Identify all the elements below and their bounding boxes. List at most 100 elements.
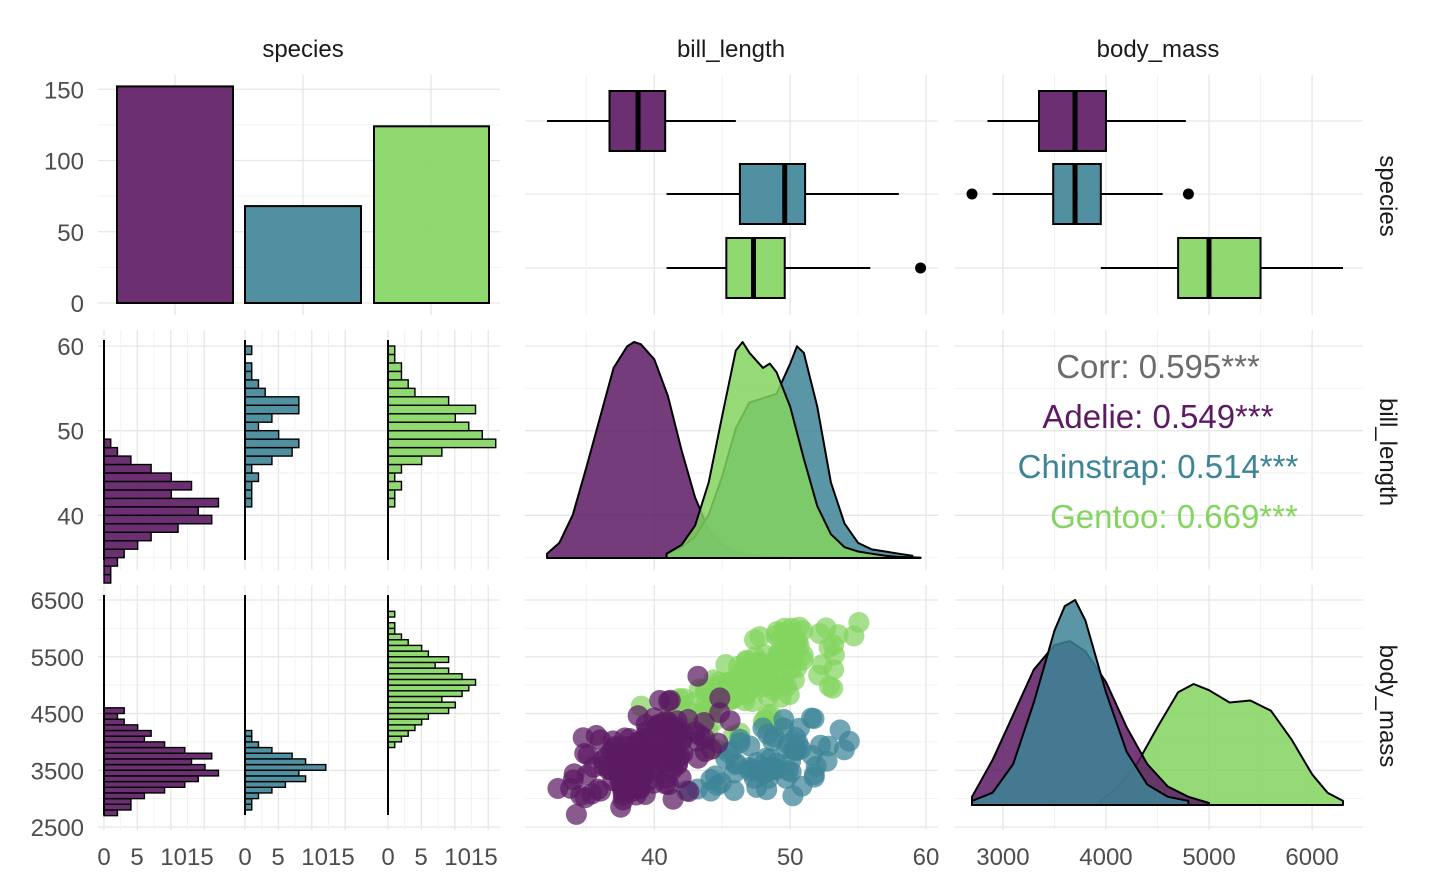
hist-mass-gentoo-bar xyxy=(387,673,463,681)
facet-label-bill-length: bill_length xyxy=(677,36,785,63)
hist-bill-adelie-bar xyxy=(103,446,119,457)
scatter-point-adelie xyxy=(565,803,587,825)
row-label-species: species xyxy=(1374,155,1401,236)
hist-bill-gentoo-bar xyxy=(387,421,470,432)
scatter-point-chinstrap xyxy=(763,726,785,748)
hist-bill-adelie-bar xyxy=(103,573,112,584)
hist-mass-adelie-bar xyxy=(103,712,119,720)
hist-mass-chinstrap-bar xyxy=(244,803,253,811)
hist-mass-gentoo-bar xyxy=(387,695,443,703)
scatter-point-gentoo xyxy=(822,677,844,699)
hist-bill-gentoo-bar xyxy=(387,438,497,449)
x-tick-label: 40 xyxy=(641,844,668,871)
hist-bill-gentoo-bar xyxy=(387,370,403,381)
hist-bill-gentoo-bar xyxy=(387,396,450,406)
scatter-point-chinstrap xyxy=(785,727,807,748)
hist-bill-chinstrap-bar xyxy=(244,396,300,406)
y-tick-label: 0 xyxy=(71,291,84,318)
hist-bill-chinstrap-bar xyxy=(244,472,260,483)
hist-bill-adelie-bar xyxy=(103,480,193,491)
hist-bill-gentoo-bar xyxy=(387,429,483,440)
hist-bill-gentoo-bar xyxy=(387,455,423,466)
boxplot-mass-chinstrap-outlier xyxy=(966,188,978,200)
boxplot-bill-chinstrap-box xyxy=(738,163,807,225)
hist-bill-gentoo-bar xyxy=(387,472,396,483)
scatter-point-gentoo xyxy=(715,654,737,675)
bar-adelie xyxy=(116,85,234,305)
hist-bill-gentoo-bar xyxy=(387,446,443,457)
density-bill-gentoo xyxy=(665,341,922,559)
scatter-point-adelie xyxy=(687,665,709,687)
corr-overall: Corr: 0.595*** xyxy=(1056,348,1260,385)
hist-mass-chinstrap-bar xyxy=(244,775,307,783)
hist-mass-chinstrap-bar xyxy=(244,752,293,760)
hist-bill-adelie-bar xyxy=(103,565,112,576)
scatter-point-chinstrap xyxy=(723,762,745,784)
hist-mass-gentoo-bar xyxy=(387,661,436,669)
scatter-point-chinstrap xyxy=(775,767,797,789)
hist-mass-chinstrap-bar xyxy=(244,729,253,737)
hist-mass-gentoo-bar xyxy=(387,701,457,709)
row-label-body-mass: body_mass xyxy=(1374,645,1401,768)
hist-bill-chinstrap-bar xyxy=(244,404,300,415)
hist-mass-chinstrap-bar xyxy=(244,758,307,766)
x-tick-label: 3000 xyxy=(976,844,1029,871)
scatter-point-chinstrap xyxy=(801,707,822,729)
hist-mass-adelie-bar xyxy=(103,786,166,794)
hist-bill-gentoo-bar xyxy=(387,404,477,415)
bar-chinstrap xyxy=(244,205,362,305)
hist-bill-chinstrap-bar xyxy=(244,438,300,449)
scatter-point-chinstrap xyxy=(743,759,764,780)
x-tick-label: 1015 xyxy=(444,844,497,871)
scatter-point-chinstrap xyxy=(739,735,761,757)
hist-mass-gentoo-bar xyxy=(387,718,423,726)
x-tick-label: 60 xyxy=(913,844,940,871)
x-tick-label: 5 xyxy=(414,844,427,871)
scatter-point-adelie xyxy=(666,716,688,738)
y-tick-label: 50 xyxy=(57,419,84,446)
hist-mass-adelie-bar xyxy=(103,752,213,760)
hist-mass-chinstrap-bar xyxy=(244,763,327,771)
hist-mass-gentoo-bar xyxy=(387,729,409,737)
scatter-point-adelie xyxy=(709,687,731,709)
x-tick-label: 5000 xyxy=(1182,844,1235,871)
hist-bill-gentoo-bar xyxy=(387,362,403,373)
hist-bill-adelie-bar xyxy=(103,506,199,517)
hist-bill-chinstrap-bar xyxy=(244,413,273,423)
y-tick-label: 50 xyxy=(57,220,84,247)
x-tick-label: 5 xyxy=(271,844,284,871)
y-tick-label: 5500 xyxy=(31,645,84,672)
hist-mass-gentoo-bar xyxy=(387,684,470,692)
hist-bill-chinstrap-bar xyxy=(244,362,253,373)
scatter-point-gentoo xyxy=(769,629,791,651)
scatter-point-adelie xyxy=(572,727,594,749)
boxplot-mass-gentoo-box xyxy=(1177,237,1262,299)
scatter-point-chinstrap xyxy=(780,750,802,772)
boxplot-bill-gentoo-outlier xyxy=(915,262,927,274)
hist-mass-chinstrap-bar xyxy=(244,741,260,749)
x-tick-label: 50 xyxy=(777,844,804,871)
y-tick-label: 2500 xyxy=(31,815,84,842)
hist-mass-adelie-bar xyxy=(103,729,152,737)
hist-mass-gentoo-bar xyxy=(387,627,396,635)
hist-mass-gentoo-bar xyxy=(387,735,403,743)
bar-gentoo xyxy=(373,125,490,304)
hist-mass-gentoo-bar xyxy=(387,644,423,652)
hist-bill-adelie-bar xyxy=(103,438,112,449)
x-tick-label: 0 xyxy=(381,844,394,871)
scatter-point-adelie xyxy=(709,702,731,724)
hist-mass-gentoo-bar xyxy=(387,622,396,630)
hist-bill-chinstrap-bar xyxy=(244,345,253,356)
hist-bill-adelie-bar xyxy=(103,556,119,567)
scatter-point-adelie xyxy=(659,689,681,711)
label-layer: species bill_length body_mass species bi… xyxy=(31,36,1401,871)
marks-layer xyxy=(103,85,1344,825)
hist-bill-gentoo-bar xyxy=(387,387,416,398)
scatter-point-adelie xyxy=(643,772,665,794)
scatter-point-gentoo xyxy=(770,686,792,708)
hist-mass-chinstrap-bar xyxy=(244,735,253,743)
hist-mass-gentoo-bar xyxy=(387,650,430,658)
hist-mass-gentoo-bar xyxy=(387,724,416,732)
hist-mass-chinstrap-bar xyxy=(244,780,287,788)
